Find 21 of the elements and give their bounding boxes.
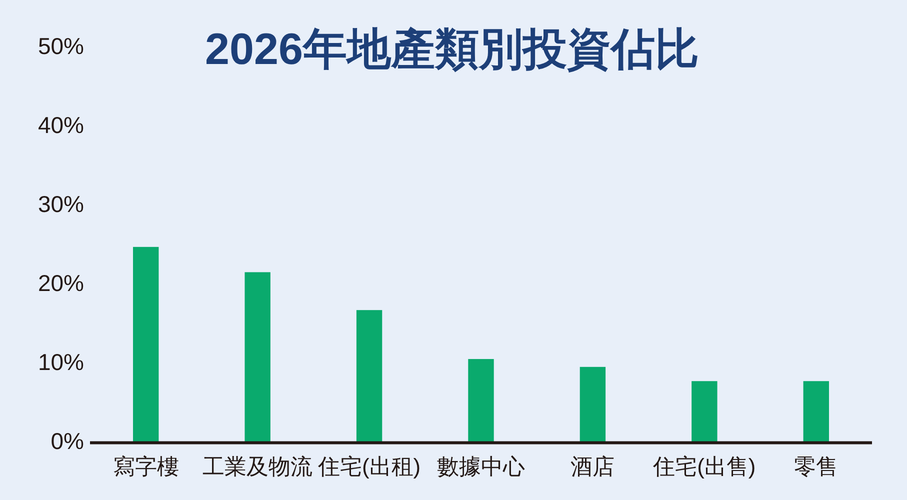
x-tick-label: 寫字樓 [112, 454, 179, 479]
bar [468, 359, 494, 443]
bar [133, 246, 159, 443]
x-tick-label: 住宅(出售) [652, 454, 756, 479]
x-tick-label: 零售 [794, 454, 838, 479]
y-tick-label: 0% [50, 428, 84, 454]
bar [803, 381, 829, 443]
x-tick-label: 數據中心 [437, 454, 525, 479]
bar [692, 381, 718, 443]
y-tick-label: 40% [38, 112, 84, 138]
x-tick-label: 酒店 [570, 454, 615, 479]
y-tick-label: 50% [38, 33, 84, 60]
x-tick-label: 工業及物流 [202, 454, 313, 479]
y-tick-label: 20% [38, 270, 84, 296]
y-tick-label: 30% [38, 190, 84, 217]
y-tick-label: 10% [38, 348, 84, 375]
bar [356, 310, 382, 443]
bar [580, 366, 606, 443]
chart-title: 2026年地產類別投資佔比 [205, 25, 699, 74]
x-tick-label: 住宅(出租) [316, 454, 421, 479]
bar [244, 272, 270, 443]
